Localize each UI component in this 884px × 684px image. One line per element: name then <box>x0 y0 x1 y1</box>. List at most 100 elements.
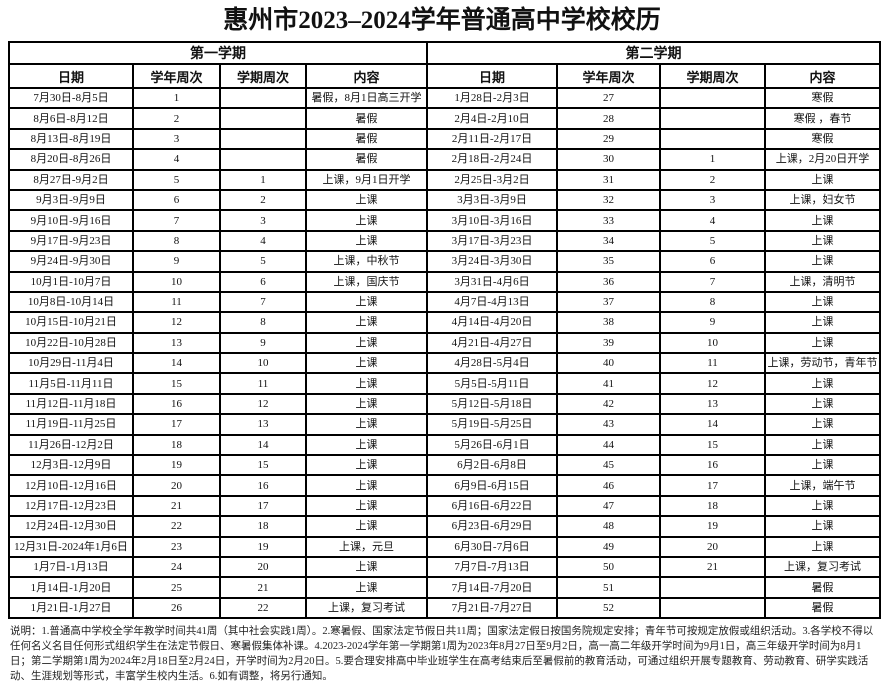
semester-2-year-week-cell: 31 <box>556 168 661 191</box>
semester-1-content-cell: 上课 <box>305 413 428 436</box>
semester-1-date-cell: 7月30日-8月5日 <box>8 86 134 110</box>
semester-1-year-week-cell: 4 <box>132 148 221 171</box>
semester-2-term-week-cell: 5 <box>659 229 766 253</box>
semester-2-content-cell: 上课 <box>764 413 881 436</box>
semester-2-term-week-cell: 19 <box>659 515 766 538</box>
column-header-year-week: 学年周次 <box>132 63 221 89</box>
semester-2-term-week-cell <box>659 86 766 110</box>
semester-1-year-week-cell: 13 <box>132 331 221 355</box>
semester-1-year-week-cell: 2 <box>132 107 221 130</box>
semester-2-term-week-cell: 18 <box>659 494 766 518</box>
semester-2-date-cell: 4月14日-4月20日 <box>426 311 558 334</box>
semester-1-year-week-cell: 17 <box>132 413 221 436</box>
semester-2-date-cell: 3月17日-3月23日 <box>426 229 558 253</box>
semester-1-term-week-cell: 9 <box>219 331 307 355</box>
semester-2-date-cell: 3月3日-3月9日 <box>426 188 558 212</box>
semester-1-content-cell: 上课 <box>305 433 428 457</box>
semester-2-date-cell: 2月4日-2月10日 <box>426 107 558 130</box>
semester-2-term-week-cell: 13 <box>659 392 766 416</box>
semester-2-content-cell: 上课 <box>764 433 881 457</box>
semester-2-content-cell: 寒假 ，春节 <box>764 107 881 130</box>
semester-1-content-cell: 上课 <box>305 188 428 212</box>
semester-2-term-week-cell: 14 <box>659 413 766 436</box>
semester-2-term-week-cell: 20 <box>659 535 766 559</box>
semester-1-term-week-cell: 6 <box>219 270 307 293</box>
semester-1-term-week-cell: 16 <box>219 474 307 497</box>
semester-1-date-cell: 8月20日-8月26日 <box>8 148 134 171</box>
semester-2-content-cell: 上课 <box>764 454 881 477</box>
semester-1-term-week-cell: 3 <box>219 209 307 232</box>
semester-2-term-week-cell: 2 <box>659 168 766 191</box>
semester-1-date-cell: 8月6日-8月12日 <box>8 107 134 130</box>
semester-1-date-cell: 12月3日-12月9日 <box>8 454 134 477</box>
semester-1-date-cell: 11月19日-11月25日 <box>8 413 134 436</box>
semester-1-term-week-cell: 2 <box>219 188 307 212</box>
table-row: 8月6日-8月12日 2 暑假 2月4日-2月10日 28 寒假 ，春节 <box>8 107 881 130</box>
semester-2-date-cell: 6月30日-7月6日 <box>426 535 558 559</box>
semester-1-content-cell: 上课 <box>305 555 428 579</box>
table-row: 10月29日-11月4日 14 10 上课 4月28日-5月4日 40 11 上课，劳动节，青… <box>8 352 881 375</box>
column-header-content: 内容 <box>764 63 881 89</box>
semester-1-term-week-cell: 8 <box>219 311 307 334</box>
semester-2-year-week-cell: 52 <box>556 596 661 620</box>
semester-2-date-cell: 6月2日-6月8日 <box>426 454 558 477</box>
semester-2-term-week-cell: 6 <box>659 250 766 273</box>
semester-1-content-cell: 上课 <box>305 494 428 518</box>
semester-1-term-week-cell: 18 <box>219 515 307 538</box>
semester-1-year-week-cell: 26 <box>132 596 221 620</box>
semester-2-date-cell: 1月28日-2月3日 <box>426 86 558 110</box>
semester-2-content-cell: 上课 <box>764 494 881 518</box>
semester-2-date-cell: 7月21日-7月27日 <box>426 596 558 620</box>
table-row: 12月24日-12月30日 22 18 上课 6月23日-6月29日 48 19 上课 <box>8 515 881 538</box>
semester-2-term-week-cell: 3 <box>659 188 766 212</box>
semester-1-header: 第一学期 <box>8 41 428 65</box>
semester-1-date-cell: 10月8日-10月14日 <box>8 290 134 314</box>
semester-1-date-cell: 10月22日-10月28日 <box>8 331 134 355</box>
semester-1-term-week-cell: 19 <box>219 535 307 559</box>
semester-1-term-week-cell: 17 <box>219 494 307 518</box>
semester-2-content-cell: 上课 <box>764 250 881 273</box>
semester-1-content-cell: 上课 <box>305 331 428 355</box>
semester-1-date-cell: 8月27日-9月2日 <box>8 168 134 191</box>
semester-1-content-cell: 上课 <box>305 372 428 395</box>
semester-1-term-week-cell: 22 <box>219 596 307 620</box>
table-row: 8月13日-8月19日 3 暑假 2月11日-2月17日 29 寒假 <box>8 127 881 151</box>
semester-2-date-cell: 7月7日-7月13日 <box>426 555 558 579</box>
semester-1-term-week-cell: 12 <box>219 392 307 416</box>
semester-1-year-week-cell: 20 <box>132 474 221 497</box>
semester-1-content-cell: 上课，中秋节 <box>305 250 428 273</box>
semester-1-date-cell: 12月17日-12月23日 <box>8 494 134 518</box>
semester-2-date-cell: 2月18日-2月24日 <box>426 148 558 171</box>
semester-2-year-week-cell: 45 <box>556 454 661 477</box>
semester-1-year-week-cell: 7 <box>132 209 221 232</box>
semester-1-year-week-cell: 21 <box>132 494 221 518</box>
semester-2-date-cell: 6月23日-6月29日 <box>426 515 558 538</box>
semester-1-content-cell: 上课，复习考试 <box>305 596 428 620</box>
semester-1-content-cell: 上课，9月1日开学 <box>305 168 428 191</box>
semester-1-year-week-cell: 19 <box>132 454 221 477</box>
semester-1-year-week-cell: 8 <box>132 229 221 253</box>
semester-2-term-week-cell: 4 <box>659 209 766 232</box>
semester-2-year-week-cell: 43 <box>556 413 661 436</box>
semester-2-term-week-cell: 17 <box>659 474 766 497</box>
semester-2-year-week-cell: 46 <box>556 474 661 497</box>
semester-2-term-week-cell: 10 <box>659 331 766 355</box>
table-row: 10月1日-10月7日 10 6 上课，国庆节 3月31日-4月6日 36 7 上课，清明节 <box>8 270 881 293</box>
semester-1-date-cell: 8月13日-8月19日 <box>8 127 134 151</box>
semester-1-year-week-cell: 9 <box>132 250 221 273</box>
semester-1-content-cell: 上课 <box>305 576 428 599</box>
semester-1-content-cell: 暑假 <box>305 107 428 130</box>
table-row: 12月10日-12月16日 20 16 上课 6月9日-6月15日 46 17 上课，端午节 <box>8 474 881 497</box>
semester-2-year-week-cell: 48 <box>556 515 661 538</box>
semester-1-date-cell: 10月15日-10月21日 <box>8 311 134 334</box>
semester-2-year-week-cell: 50 <box>556 555 661 579</box>
table-row: 7月30日-8月5日 1 暑假，8月1日高三开学 1月28日-2月3日 27 寒假 <box>8 86 881 110</box>
semester-2-date-cell: 7月14日-7月20日 <box>426 576 558 599</box>
semester-2-year-week-cell: 32 <box>556 188 661 212</box>
semester-2-content-cell: 上课 <box>764 311 881 334</box>
semester-2-term-week-cell: 1 <box>659 148 766 171</box>
semester-2-year-week-cell: 37 <box>556 290 661 314</box>
semester-2-content-cell: 上课，劳动节，青年节 <box>764 352 881 375</box>
semester-2-year-week-cell: 29 <box>556 127 661 151</box>
semester-1-content-cell: 上课 <box>305 209 428 232</box>
